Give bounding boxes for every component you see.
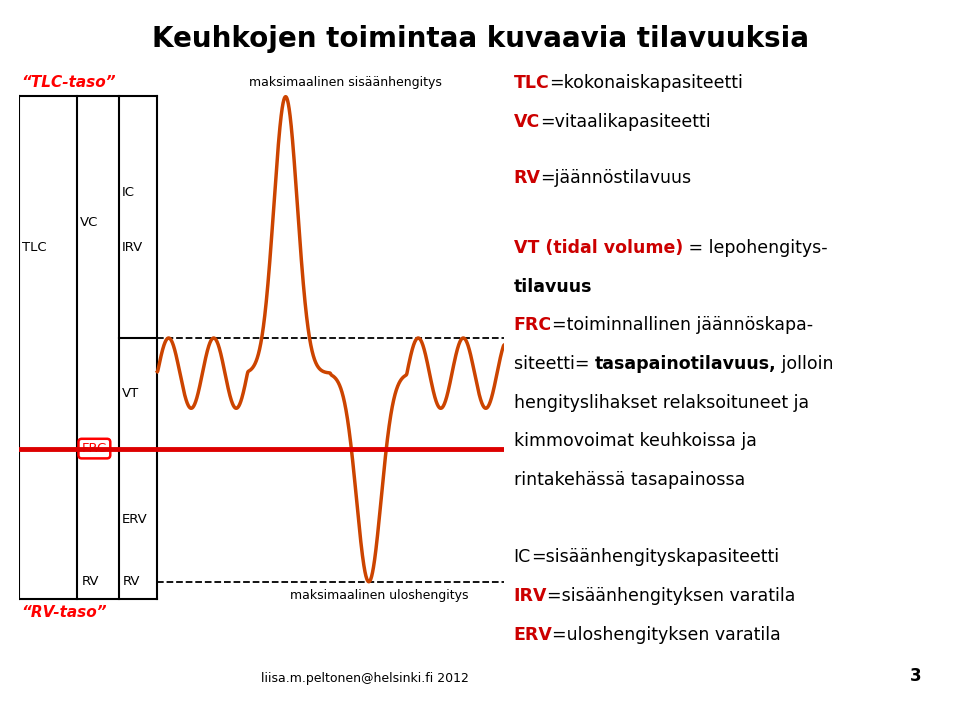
Text: =vitaalikapasiteetti: =vitaalikapasiteetti bbox=[540, 112, 710, 131]
Text: RV: RV bbox=[123, 576, 140, 588]
Text: IC: IC bbox=[122, 186, 134, 198]
Text: = lepohengitys-: = lepohengitys- bbox=[683, 239, 828, 257]
Text: Keuhkojen toimintaa kuvaavia tilavuuksia: Keuhkojen toimintaa kuvaavia tilavuuksia bbox=[152, 25, 808, 53]
Text: ERV: ERV bbox=[122, 512, 147, 526]
Text: TLC: TLC bbox=[514, 74, 549, 92]
Text: jolloin: jolloin bbox=[777, 355, 833, 373]
Text: tilavuus: tilavuus bbox=[514, 278, 592, 296]
Text: RV: RV bbox=[514, 169, 540, 187]
Text: tasapainotilavuus,: tasapainotilavuus, bbox=[594, 355, 777, 373]
Text: RV: RV bbox=[82, 576, 99, 588]
Text: siteetti=: siteetti= bbox=[514, 355, 594, 373]
Text: FRC: FRC bbox=[514, 316, 552, 335]
Text: =uloshengityksen varatila: =uloshengityksen varatila bbox=[552, 626, 781, 644]
Text: TLC: TLC bbox=[22, 241, 47, 254]
Text: maksimaalinen sisäänhengitys: maksimaalinen sisäänhengitys bbox=[249, 76, 442, 89]
Text: ERV: ERV bbox=[514, 626, 552, 644]
Text: VT: VT bbox=[122, 387, 139, 400]
Text: kimmovoimat keuhkoissa ja: kimmovoimat keuhkoissa ja bbox=[514, 432, 756, 451]
Text: IRV: IRV bbox=[122, 241, 143, 254]
Text: “TLC-taso”: “TLC-taso” bbox=[22, 75, 116, 91]
Text: 3: 3 bbox=[910, 667, 922, 685]
Text: =sisäänhengityskapasiteetti: =sisäänhengityskapasiteetti bbox=[531, 548, 779, 567]
Text: VT (tidal volume): VT (tidal volume) bbox=[514, 239, 683, 257]
Text: FRC: FRC bbox=[82, 442, 107, 455]
Text: =sisäänhengityksen varatila: =sisäänhengityksen varatila bbox=[547, 587, 796, 605]
Text: hengityslihakset relaksoituneet ja: hengityslihakset relaksoituneet ja bbox=[514, 394, 808, 412]
Text: VC: VC bbox=[81, 216, 99, 228]
Text: =kokonaiskapasiteetti: =kokonaiskapasiteetti bbox=[549, 74, 743, 92]
Text: =toiminnallinen jäännöskapa-: =toiminnallinen jäännöskapa- bbox=[552, 316, 813, 335]
Text: “RV-taso”: “RV-taso” bbox=[22, 605, 108, 619]
Text: liisa.m.peltonen@helsinki.fi 2012: liisa.m.peltonen@helsinki.fi 2012 bbox=[261, 673, 468, 685]
Text: IC: IC bbox=[514, 548, 531, 567]
Text: VC: VC bbox=[514, 112, 540, 131]
Text: =jäännöstilavuus: =jäännöstilavuus bbox=[540, 169, 692, 187]
Text: rintakehässä tasapainossa: rintakehässä tasapainossa bbox=[514, 471, 745, 489]
Text: IRV: IRV bbox=[514, 587, 547, 605]
Text: maksimaalinen uloshengitys: maksimaalinen uloshengitys bbox=[290, 589, 468, 602]
